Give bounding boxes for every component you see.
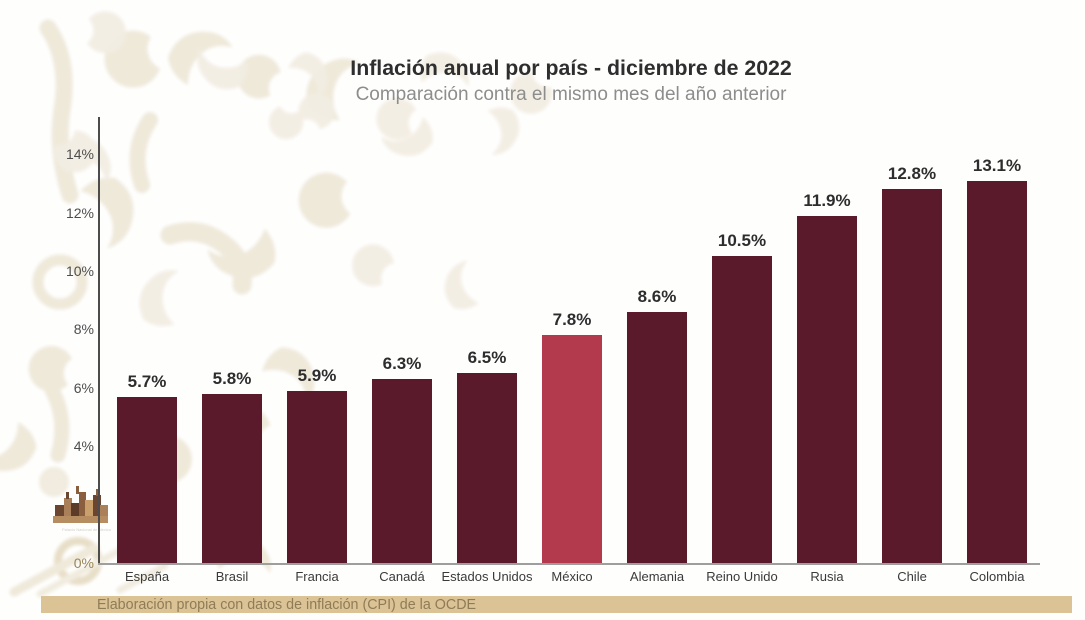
svg-text:Palacio Nacional de Mexico: Palacio Nacional de Mexico (62, 527, 112, 532)
